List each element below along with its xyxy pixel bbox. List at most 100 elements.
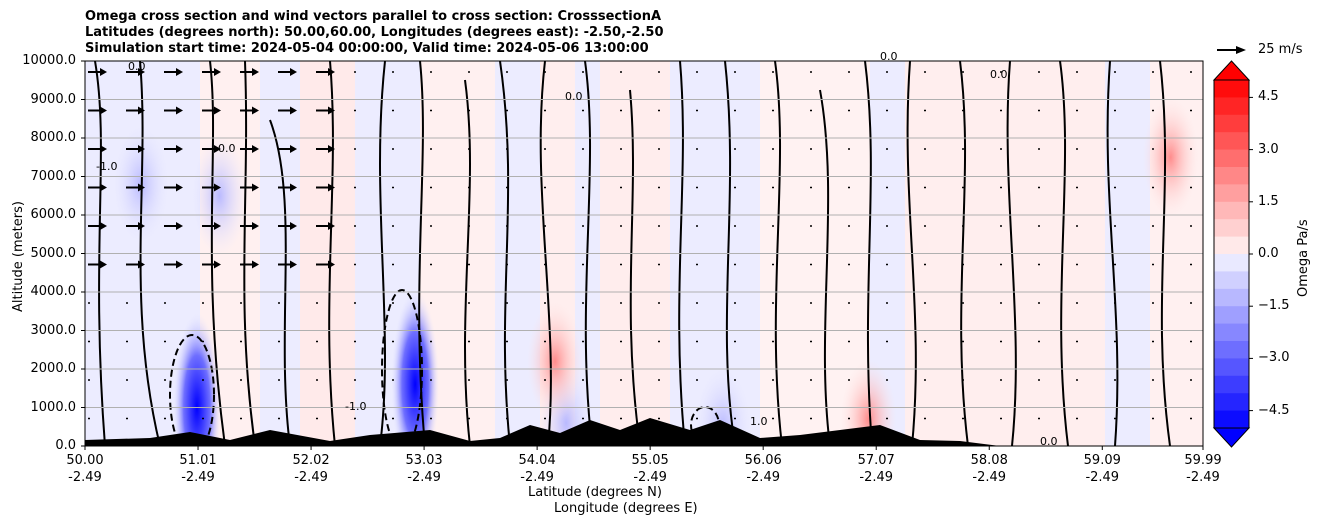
y-tick-label: 7000.0: [30, 168, 77, 184]
wind-vector: [278, 68, 297, 76]
contour-line: [539, 61, 552, 446]
colorbar-level: [1214, 132, 1249, 151]
x-tick-label: 50.00 -2.49: [50, 452, 120, 486]
colorbar-level: [1214, 288, 1249, 307]
wind-vector: [126, 68, 145, 76]
colorbar-level: [1214, 167, 1249, 185]
contour-label: 1.0: [750, 415, 768, 428]
terrain: [85, 418, 1000, 446]
wind-vector: [88, 183, 107, 192]
colorbar-level: [1214, 201, 1249, 220]
contour-label: 0.0: [990, 68, 1008, 81]
contour-line: [379, 61, 386, 446]
contour-line: [1159, 61, 1171, 446]
wind-vector: [316, 260, 335, 269]
x-tick-label: 52.02 -2.49: [276, 452, 346, 486]
colorbar-level: [1214, 271, 1249, 290]
wind-vector: [240, 222, 259, 230]
contour-line: [724, 61, 736, 446]
colorbar-tick-label: −1.5: [1258, 298, 1290, 314]
x-tick-longitude: -2.49: [859, 470, 894, 485]
wind-vector: [240, 68, 259, 76]
colorbar-level: [1214, 184, 1249, 203]
quiver-key-label: 25 m/s: [1258, 42, 1303, 57]
contour-line: [1059, 61, 1069, 446]
colorbar-tick-label: 1.5: [1258, 193, 1279, 209]
contour-line: [328, 61, 336, 446]
x-tick-longitude: -2.49: [1085, 470, 1120, 485]
wind-vector: [88, 68, 107, 76]
wind-vector: [164, 145, 183, 153]
x-tick-label: 55.05 -2.49: [615, 452, 685, 486]
wind-vector: [278, 260, 297, 269]
colorbar-label: Omega Pa/s: [1296, 219, 1311, 297]
wind-vector: [278, 183, 297, 192]
wind-vector: [202, 222, 221, 230]
colorbar-level: [1214, 80, 1249, 98]
y-tick-label: 8000.0: [30, 130, 77, 145]
x-tick-label: 53.03 -2.49: [389, 452, 459, 486]
x-tick-longitude: -2.49: [633, 470, 667, 485]
contour-label: -1.0: [345, 400, 366, 413]
x-tick-label: 59.99 -2.49: [1168, 452, 1238, 486]
x-tick-longitude: -2.49: [972, 470, 1007, 485]
contour-label: 0.0: [565, 90, 583, 103]
colorbar-level: [1214, 410, 1249, 429]
wind-vector: [240, 183, 259, 192]
contour-label-group: 0.0 0.0 0.0 0.0 -1.0 -1.0 1.0 0.0 0.0: [96, 50, 1058, 448]
contour-line: [418, 61, 426, 446]
wind-vector: [88, 222, 107, 230]
wind-vectors: [88, 68, 1192, 420]
tick-marks: [81, 60, 1204, 450]
contour-line: [94, 61, 106, 446]
colorbar-level: [1214, 323, 1249, 342]
contour-label: 0.0: [880, 50, 898, 63]
colorbar-frame: [1213, 79, 1250, 429]
contour-line: [774, 61, 783, 446]
x-tick-latitude: 59.99: [1184, 453, 1222, 468]
contour-line: [499, 61, 511, 446]
x-tick-latitude: 56.06: [744, 453, 782, 468]
wind-vector: [202, 260, 221, 269]
wind-vector: [88, 145, 107, 153]
wind-vector: [278, 222, 297, 230]
colorbar-extend-low: [1212, 427, 1251, 448]
colorbar-tick-label: 0.0: [1258, 246, 1279, 261]
x-tick-latitude: 59.09: [1083, 453, 1121, 468]
wind-vector: [316, 68, 335, 76]
colorbar-level: [1214, 375, 1249, 394]
chart-title-line-1: Omega cross section and wind vectors par…: [85, 9, 662, 24]
colorbar-tick-label: 3.0: [1258, 141, 1279, 157]
wind-vector: [164, 260, 183, 269]
wind-vector: [164, 183, 183, 192]
contour-line: [1006, 61, 1017, 446]
x-tick-latitude: 54.04: [518, 453, 556, 468]
wind-vector: [126, 145, 145, 153]
omega-blob-negative: [391, 289, 440, 446]
x-tick-latitude: 53.03: [405, 453, 443, 468]
wind-vector: [316, 145, 335, 153]
wind-vector: [164, 106, 183, 115]
y-axis-label: Altitude (meters): [11, 201, 26, 312]
wind-vector: [202, 68, 221, 76]
wind-vector: [126, 183, 145, 192]
contour-line: [243, 61, 256, 446]
colorbar-level: [1214, 306, 1249, 325]
contour-line: [819, 89, 831, 446]
chart-title-line-2: Latitudes (degrees north): 50.00,60.00, …: [85, 25, 664, 40]
colorbar-level: [1214, 149, 1249, 168]
wind-vector: [278, 145, 297, 153]
y-tick-label: 3000.0: [30, 322, 77, 338]
wind-vector: [240, 106, 259, 115]
x-tick-longitude: -2.49: [68, 470, 102, 485]
contour-line: [139, 61, 161, 446]
omega-blob-positive: [840, 359, 897, 446]
x-tick-longitude: -2.49: [294, 470, 328, 485]
colorbar-level: [1214, 97, 1249, 116]
contour-line: [269, 119, 291, 446]
contour-line: [169, 334, 215, 446]
contour-line: [678, 61, 686, 446]
wind-vector: [126, 222, 145, 230]
colorbar: [1212, 60, 1253, 448]
